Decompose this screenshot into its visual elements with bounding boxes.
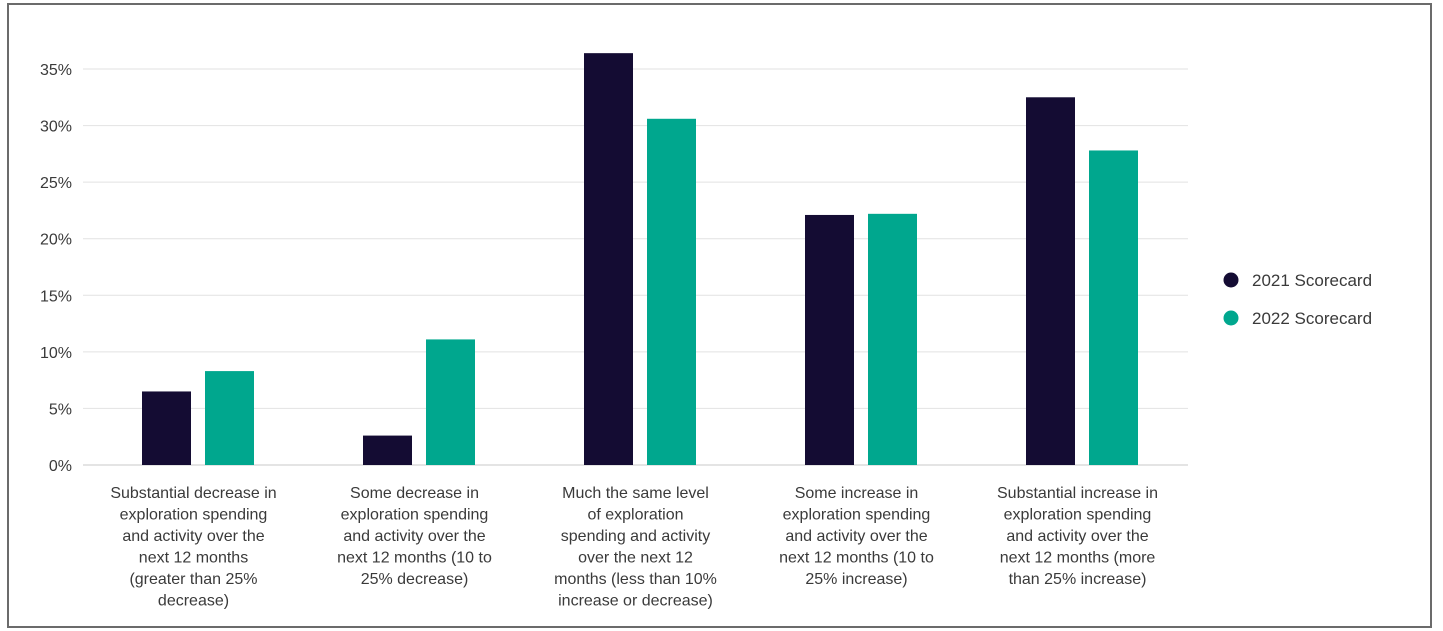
legend-marker xyxy=(1223,272,1239,288)
y-tick-label: 5% xyxy=(49,401,72,418)
bar-2021 xyxy=(805,214,854,465)
bar-2021 xyxy=(584,53,633,465)
y-tick-label: 35% xyxy=(40,62,72,79)
legend-label: 2022 Scorecard xyxy=(1252,309,1372,328)
x-category-label: Much the same level of exploration spendin… xyxy=(554,485,717,610)
x-category-label: Some increase in exploration spending and … xyxy=(779,485,934,588)
gridlines xyxy=(83,68,1188,466)
chart-frame xyxy=(7,3,1432,628)
x-category-label: Substantial decrease in exploration spend… xyxy=(110,485,276,610)
x-axis-categories: Substantial decrease in exploration spend… xyxy=(110,485,1158,610)
bar-2022 xyxy=(1089,150,1138,465)
legend: 2021 Scorecard 2022 Scorecard xyxy=(1223,271,1372,328)
y-tick-label: 10% xyxy=(40,345,72,362)
bar-2021 xyxy=(363,435,412,465)
y-tick-label: 15% xyxy=(40,288,72,305)
x-category-label: Some decrease in exploration spending and … xyxy=(337,485,492,588)
bar-2022 xyxy=(205,371,254,465)
legend-marker xyxy=(1223,310,1239,326)
bar-2022 xyxy=(647,118,696,465)
x-category-label: Substantial increase in exploration spend… xyxy=(997,485,1158,588)
y-axis-ticks: 0% 5% 10% 15% 20% 25% 30% 35% xyxy=(40,62,72,475)
bar-2022 xyxy=(426,339,475,465)
bar-2022 xyxy=(868,213,917,465)
y-tick-label: 20% xyxy=(40,232,72,249)
y-tick-label: 25% xyxy=(40,175,72,192)
bar-2021 xyxy=(142,391,191,465)
legend-label: 2021 Scorecard xyxy=(1252,271,1372,290)
bars xyxy=(142,53,1138,466)
y-tick-label: 0% xyxy=(49,458,72,475)
y-tick-label: 30% xyxy=(40,119,72,136)
bar-2021 xyxy=(1026,97,1075,466)
